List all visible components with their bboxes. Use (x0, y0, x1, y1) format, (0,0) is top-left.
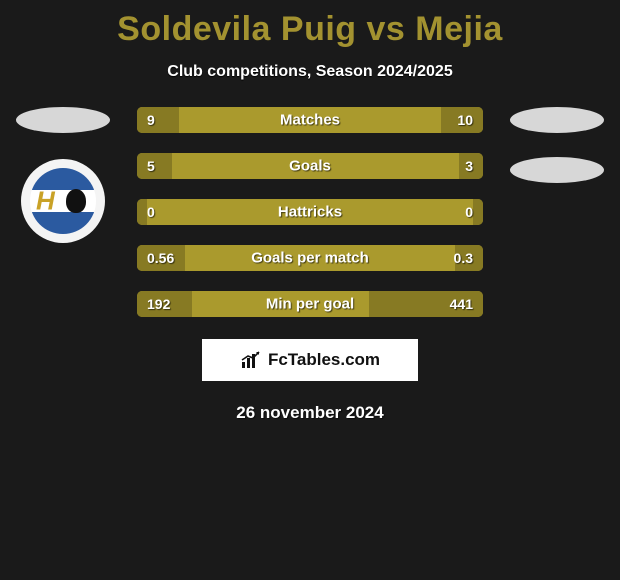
page-title: Soldevila Puig vs Mejia (0, 0, 620, 49)
badge-inner: H (30, 168, 96, 234)
bar-fill-left (137, 153, 172, 179)
stat-row: Goals per match0.560.3 (137, 245, 483, 271)
page-subtitle: Club competitions, Season 2024/2025 (0, 63, 620, 81)
bar-fill-right (459, 153, 483, 179)
bar-track (137, 153, 483, 179)
bar-track (137, 107, 483, 133)
bar-fill-left (137, 199, 147, 225)
stat-row: Hattricks00 (137, 199, 483, 225)
bar-fill-right (441, 107, 483, 133)
left-club-badge: H (21, 159, 105, 243)
bar-fill-left (137, 107, 179, 133)
comparison-infographic: Soldevila Puig vs Mejia Club competition… (0, 0, 620, 423)
right-player-col (502, 107, 612, 207)
bar-fill-right (455, 245, 483, 271)
date-label: 26 november 2024 (0, 403, 620, 423)
stat-row: Goals53 (137, 153, 483, 179)
bar-fill-left (137, 245, 185, 271)
brand-box: FcTables.com (202, 339, 418, 381)
badge-head-icon (66, 189, 86, 213)
badge-letter: H (36, 186, 55, 217)
stat-row: Min per goal192441 (137, 291, 483, 317)
bar-track (137, 291, 483, 317)
stat-bars: Matches910 Goals53 Hattricks00 Goals per ma… (137, 107, 483, 317)
brand-text: FcTables.com (268, 350, 380, 370)
right-player-oval-1 (510, 107, 604, 133)
chart-icon (240, 350, 262, 370)
bar-fill-left (137, 291, 192, 317)
bar-fill-right (369, 291, 483, 317)
left-player-col: H (8, 107, 118, 243)
stat-row: Matches910 (137, 107, 483, 133)
bar-fill-right (473, 199, 483, 225)
bar-track (137, 199, 483, 225)
right-player-oval-2 (510, 157, 604, 183)
left-player-oval (16, 107, 110, 133)
bar-track (137, 245, 483, 271)
main-area: H Matches910 Goals53 Hattricks00 Goals per … (0, 107, 620, 317)
